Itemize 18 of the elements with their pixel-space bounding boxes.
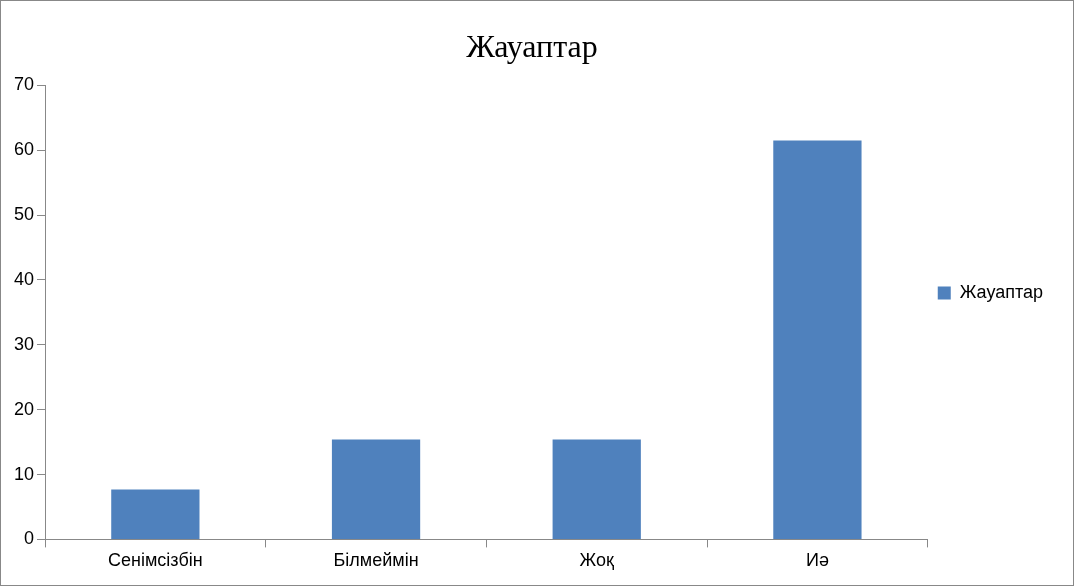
y-tick-label: 50 <box>13 204 35 225</box>
y-tick-label: 20 <box>13 398 35 419</box>
y-tick-label: 10 <box>13 463 35 484</box>
y-tick-label: 30 <box>13 333 35 354</box>
chart-title: Жауаптар <box>466 27 598 64</box>
y-tick-label: 70 <box>13 74 35 95</box>
x-tick-label: Жоқ <box>579 550 614 571</box>
x-tick-label: Сенімсізбін <box>108 550 203 571</box>
y-tick-label: 40 <box>13 268 35 289</box>
bar <box>111 489 200 539</box>
y-tick-label: 60 <box>13 139 35 160</box>
bar <box>331 439 421 539</box>
legend-label: Жауаптар <box>959 281 1043 302</box>
x-tick-label: Иә <box>805 550 829 571</box>
bar <box>773 140 862 539</box>
y-tick-label: 0 <box>24 528 35 549</box>
bar <box>552 439 641 539</box>
x-tick-label: Білмеймін <box>333 550 419 571</box>
